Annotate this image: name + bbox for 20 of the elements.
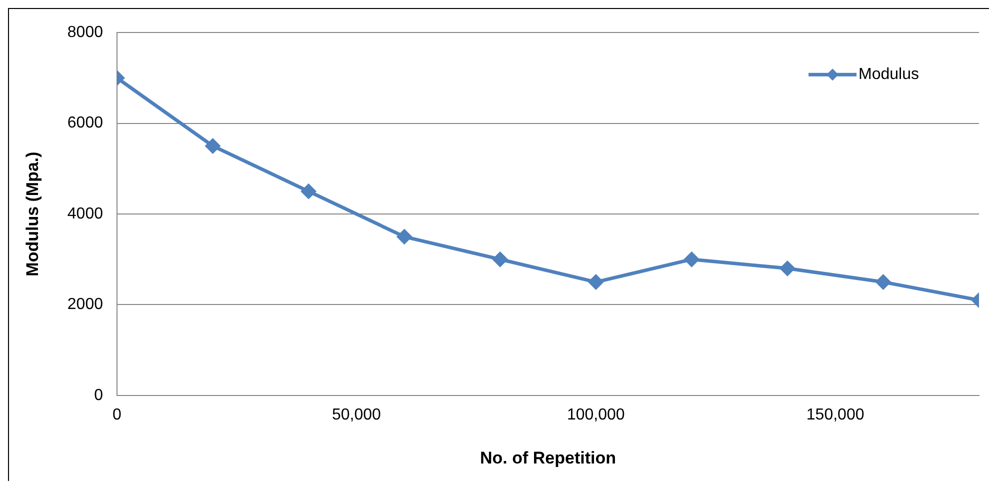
point xyxy=(780,261,795,276)
point xyxy=(492,252,508,267)
x-tick-label: 50,000 xyxy=(332,406,382,424)
point xyxy=(206,138,220,154)
point xyxy=(301,184,316,199)
x-tick-label: 100,000 xyxy=(566,406,625,424)
point xyxy=(876,274,890,290)
x-tick-label: 0 xyxy=(112,406,122,424)
point xyxy=(397,229,412,244)
x-axis-title: No. of Repetition xyxy=(480,448,616,468)
y-tick-label: 8000 xyxy=(67,24,104,42)
y-tick-label: 4000 xyxy=(67,205,104,222)
y-axis-title: Modulus (Mpa.) xyxy=(22,152,42,276)
y-tick-label: 6000 xyxy=(67,114,104,132)
y-tick-label: 2000 xyxy=(67,296,104,314)
y-tick-label: 0 xyxy=(94,386,104,404)
point xyxy=(684,252,699,267)
legend-label: Modulus xyxy=(858,66,920,84)
x-tick-label: 150,000 xyxy=(806,406,864,424)
point xyxy=(588,274,604,290)
